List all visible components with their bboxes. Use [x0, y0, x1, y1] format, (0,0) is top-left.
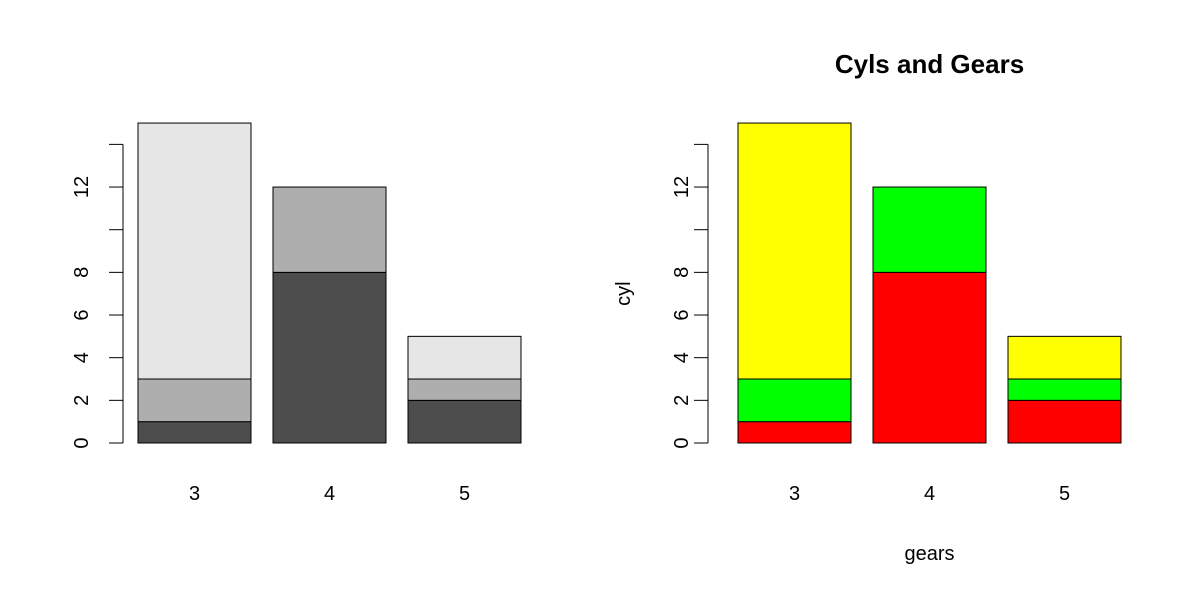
chart2-y-tick-label: 0	[671, 437, 693, 448]
chart1-bar-3-segment-3	[137, 122, 252, 380]
chart1-y-tick-label: 2	[71, 395, 93, 406]
chart1-bar-4-segment-2	[272, 186, 387, 273]
chart2-x-tick-label: 4	[924, 483, 935, 505]
chart1-bar-5-segment-3	[407, 335, 522, 380]
chart2-y-tick-label: 8	[671, 267, 693, 278]
chart2-y-axis-label: cyl	[613, 281, 635, 305]
chart2-bar-5-segment-1	[1007, 399, 1122, 444]
chart2-x-tick-label: 5	[1059, 483, 1070, 505]
chart1-y-tick-label: 8	[71, 267, 93, 278]
chart2-bar-3-segment-1	[737, 421, 852, 444]
chart1-x-tick-label: 5	[459, 483, 470, 505]
chart2-bar-5-segment-3	[1007, 335, 1122, 380]
chart2-x-axis-label: gears	[904, 543, 954, 565]
chart2-bar-5-segment-2	[1007, 378, 1122, 401]
chart2-y-tick-label: 2	[671, 395, 693, 406]
chart2-title: Cyls and Gears	[835, 49, 1024, 79]
chart1-bar-3-segment-1	[137, 421, 252, 444]
chart1-bar-5-segment-1	[407, 399, 522, 444]
chart2-y-tick-label: 4	[671, 352, 693, 363]
chart1-x-tick-label: 3	[189, 483, 200, 505]
chart2-x-tick-label: 3	[789, 483, 800, 505]
chart2-y-tick-label: 6	[671, 309, 693, 320]
chart2-bar-4-segment-2	[872, 186, 987, 273]
chart2-bar-3-segment-3	[737, 122, 852, 380]
chart1-bar-4-segment-1	[272, 271, 387, 444]
chart1-bar-5-segment-2	[407, 378, 522, 401]
chart2-y-tick-label: 12	[671, 176, 693, 198]
chart1-x-tick-label: 4	[324, 483, 335, 505]
chart1-y-tick-label: 6	[71, 309, 93, 320]
chart1-y-tick-label: 0	[71, 437, 93, 448]
chart1-y-tick-label: 12	[71, 176, 93, 198]
chart2-bar-3-segment-2	[737, 378, 852, 423]
chart1-y-tick-label: 4	[71, 352, 93, 363]
chart2-bar-4-segment-1	[872, 271, 987, 444]
chart1-bar-3-segment-2	[137, 378, 252, 423]
